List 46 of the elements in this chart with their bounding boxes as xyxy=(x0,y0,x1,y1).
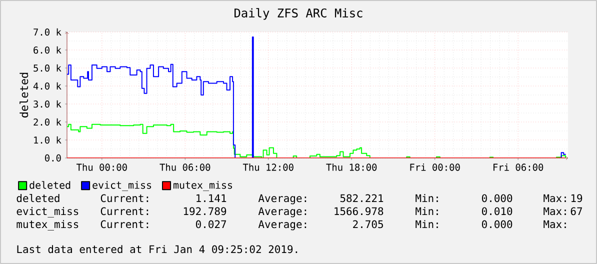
text: Max: xyxy=(544,194,566,202)
text: Current: xyxy=(100,220,148,228)
x-tick-label: Thu 12:00 xyxy=(242,164,294,171)
y-tick-label: 2.0 k xyxy=(34,118,62,126)
text: 192.789 xyxy=(184,207,226,216)
y-tick-label: 5.0 k xyxy=(34,64,62,72)
text: 0.010 xyxy=(482,207,512,216)
text: 582.221 xyxy=(340,194,384,202)
x-tick-label: Fri 06:00 xyxy=(494,164,544,171)
legend-label: mutex_miss xyxy=(174,181,232,192)
y-tick-label: 3.0 k xyxy=(34,100,62,108)
text: Max: xyxy=(544,207,566,216)
text: Average: xyxy=(258,207,306,218)
legend-label: deleted xyxy=(30,181,70,189)
x-tick-label: Thu 06:00 xyxy=(160,164,210,171)
text: mutex_miss xyxy=(16,220,78,230)
text: Min: xyxy=(416,194,438,202)
y-tick-label: 0.0 xyxy=(44,154,61,162)
text: Average: xyxy=(258,194,306,204)
text: Last data entered at Fri Jan 4 09:25:02 2019. xyxy=(17,245,298,254)
y-axis-title: deleted xyxy=(20,72,28,118)
text: Min: xyxy=(416,207,438,215)
text: 2.705 xyxy=(353,220,383,228)
text: 0.000 xyxy=(482,194,512,202)
text: Current: xyxy=(100,207,148,216)
text: deleted xyxy=(16,194,60,202)
text: 0.000 xyxy=(482,220,512,228)
x-tick-label: Thu 18:00 xyxy=(326,164,377,171)
text: Average: xyxy=(258,220,306,230)
legend-label: evict_miss xyxy=(92,181,152,192)
text: 67 xyxy=(570,207,582,216)
y-tick-label: 1.0 k xyxy=(34,136,62,144)
text: 1.141 xyxy=(196,194,226,202)
chart-title: Daily ZFS ARC Misc xyxy=(234,8,362,20)
x-tick-label: Fri 00:00 xyxy=(410,164,460,171)
y-tick-label: 7.0 k xyxy=(34,28,62,36)
text: 19 xyxy=(571,194,582,202)
x-tick-label: Thu 00:00 xyxy=(76,164,127,171)
text: 1566.978 xyxy=(334,207,384,216)
text: Max: xyxy=(544,220,566,228)
y-tick-label: 6.0 k xyxy=(34,46,62,54)
text: evict_miss xyxy=(16,207,78,218)
text: Min: xyxy=(416,220,438,228)
text: 0.027 xyxy=(196,220,226,228)
y-tick-label: 4.0 k xyxy=(33,82,62,90)
text: Current: xyxy=(100,194,148,202)
